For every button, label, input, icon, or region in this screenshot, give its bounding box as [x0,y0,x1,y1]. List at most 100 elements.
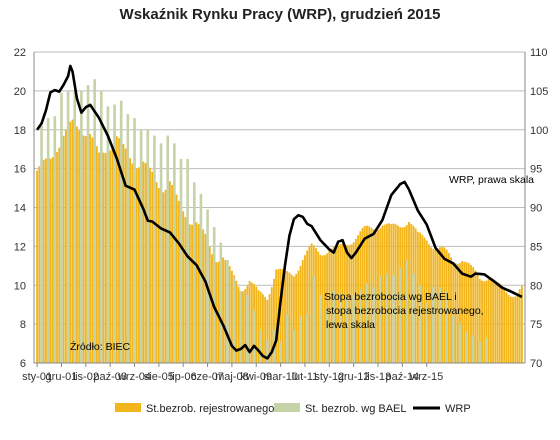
x-tick-label: mar-10 [263,371,298,383]
bar-registered [410,223,413,363]
bar-bael [471,335,475,363]
bar-registered [45,158,47,363]
x-tick-label: sie-05 [144,371,174,383]
bar-registered [71,119,74,363]
bar-registered [82,135,85,363]
bar-registered [476,274,479,363]
bar-registered [118,138,120,363]
bar-registered [175,194,178,363]
bar-bael [192,182,196,363]
bar-registered [450,257,452,363]
bar-registered [343,244,346,363]
bar-registered [155,182,158,363]
bar-bael [66,90,70,363]
x-tick-label: cze-07 [191,371,224,383]
y-right-tick-labels: 70 75 80 85 90 95 100 105 110 [530,47,548,370]
bar-bael [405,259,409,363]
bar-registered [487,278,490,363]
source-annotation: Źródło: BIEC [70,340,131,353]
bar-registered [38,166,41,363]
bar-registered [244,289,247,363]
bar-bael [418,285,422,363]
axes [33,52,526,364]
bar-registered [248,281,251,363]
bar-registered [315,248,317,363]
bar-bael [445,291,448,363]
bar-registered [157,188,160,363]
legend: St.bezrob. rejestrowanego St. bezrob. wg… [115,403,471,415]
bar-bael [365,283,369,363]
x-tick-label: sty-12 [314,371,344,383]
bar-registered [383,224,386,363]
bar-registered [102,152,105,363]
bar-bael [465,331,468,363]
bar-registered [228,266,231,363]
bar-registered [509,296,512,363]
bar-registered [454,263,457,363]
bar-registered [465,262,468,363]
wrp-line [36,64,523,360]
bar-bael [478,341,482,363]
bar-registered [317,251,320,363]
bar-registered [69,121,72,364]
bar-registered [481,280,483,363]
bar-registered [208,246,211,363]
bar-registered [430,247,433,363]
y-left-tick-label: 22 [14,47,26,59]
bar-registered [115,136,118,363]
bar-registered [374,230,377,363]
bar-registered [496,282,499,363]
bar-bael [299,316,302,363]
bar-bael [432,287,435,363]
bar-registered [191,224,193,363]
bar-registered [299,265,302,363]
bar-bael [312,275,316,363]
bar-registered [447,253,450,363]
bar-registered [217,261,220,363]
bar-registered [78,130,81,363]
bar-bael [266,339,269,363]
bar-bael [438,287,442,363]
bar-registered [62,135,65,363]
bar-registered [124,148,127,363]
bar-registered [368,226,371,363]
bar-bael [53,116,57,363]
bar-registered [408,221,410,363]
bar-registered [461,261,464,363]
bar-registered [257,290,260,363]
bar-registered [427,244,430,363]
bar-registered [310,243,313,363]
bar-registered [224,259,227,363]
bar-bael [199,193,203,363]
bar-bael [212,226,216,363]
bar-registered [483,281,486,363]
bar-registered [518,289,521,363]
legend-label-registered: St.bezrob. rejestrowanego [146,403,274,415]
y-right-tick-label: 75 [530,319,542,331]
bar-registered [182,211,185,363]
bar-bael [186,158,189,363]
bar-registered [281,269,284,363]
bar-registered [49,158,52,363]
bar-registered [36,170,39,363]
bar-registered [377,229,379,363]
x-tick-label: lis-13 [365,371,391,383]
bar-bael [285,314,289,363]
bar-registered [388,223,391,363]
bar-registered [235,280,238,363]
left-scale-annotation-line-2: stopa bezrobocia rejestrowanego, [326,305,484,317]
chart-title: Wskaźnik Rynku Pracy (WRP), grudzień 201… [119,6,441,23]
bar-bael [119,100,123,363]
bar-registered [204,233,207,363]
bar-registered [275,269,278,363]
bar-bael [173,143,176,363]
bar-registered [290,274,293,363]
bar-registered [463,261,466,363]
bar-bael [133,118,136,364]
bar-registered [111,146,114,363]
bar-registered [507,295,510,363]
x-tick-label: lut-11 [292,371,319,383]
bar-registered [42,159,45,363]
bar-bael [139,129,143,363]
bar-registered [354,239,357,363]
